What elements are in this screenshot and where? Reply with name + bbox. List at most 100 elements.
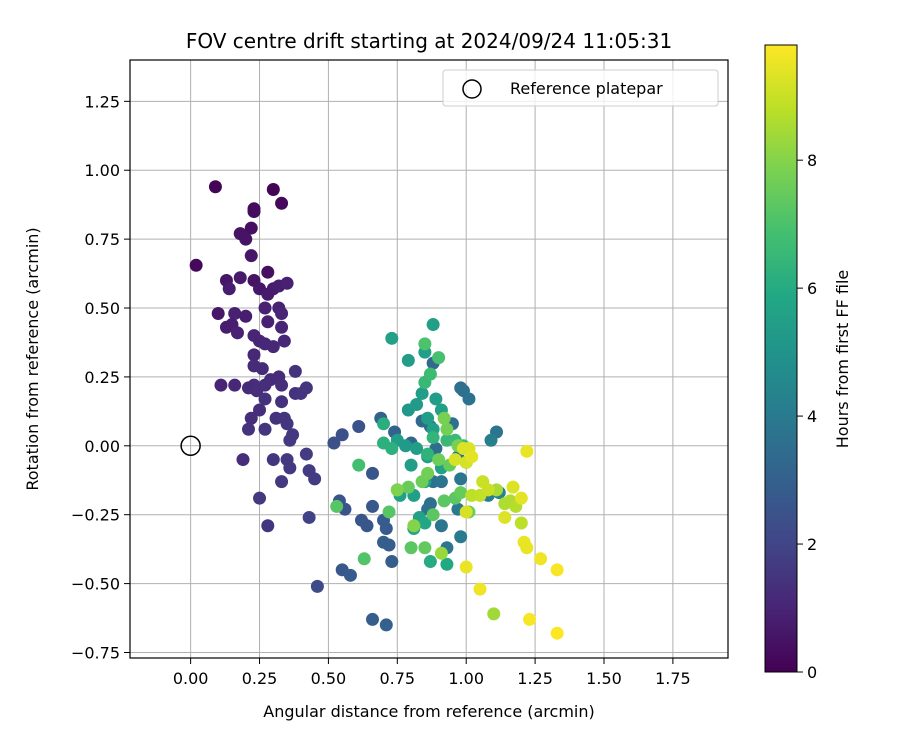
data-point: [275, 395, 289, 409]
legend: Reference platepar: [442, 69, 719, 107]
x-axis-ticks: 0.00 0.25 0.50 0.75 1.00 1.25 1.50 1.75: [173, 658, 691, 688]
data-point: [410, 442, 424, 456]
data-point: [280, 417, 294, 431]
data-point: [404, 541, 418, 555]
data-point: [520, 444, 534, 458]
data-point: [360, 519, 374, 533]
data-point: [437, 494, 451, 508]
data-point: [484, 433, 498, 447]
data-point: [385, 555, 399, 569]
data-point: [275, 320, 289, 334]
data-point: [473, 582, 487, 596]
data-point: [275, 196, 289, 210]
data-point: [404, 458, 418, 472]
data-point: [421, 447, 435, 461]
data-point: [399, 439, 413, 453]
data-point: [377, 417, 391, 431]
data-point: [222, 282, 236, 296]
x-tick-label: 1.25: [517, 669, 553, 688]
data-point: [275, 475, 289, 489]
data-point: [385, 442, 399, 456]
x-axis-label: Angular distance from reference (arcmin): [263, 702, 594, 721]
data-point: [266, 340, 280, 354]
data-point: [283, 461, 297, 475]
data-point: [280, 276, 294, 290]
data-point: [302, 510, 316, 524]
data-point: [459, 505, 473, 519]
data-point: [426, 318, 440, 332]
colorbar-tick-label: 2: [807, 535, 817, 554]
data-point: [208, 180, 222, 194]
data-point: [437, 411, 451, 425]
data-point: [514, 491, 528, 505]
data-point: [410, 397, 424, 411]
data-point: [385, 331, 399, 345]
data-point: [266, 183, 280, 197]
chart-title: FOV centre drift starting at 2024/09/24 …: [186, 29, 672, 53]
colorbar-tick-label: 6: [807, 279, 817, 298]
data-point: [258, 392, 272, 406]
y-tick-label: −0.75: [71, 643, 120, 662]
data-point: [189, 258, 203, 272]
data-point: [294, 386, 308, 400]
y-tick-label: 0.25: [84, 368, 120, 387]
data-point: [432, 351, 446, 365]
data-point: [335, 428, 349, 442]
colorbar: 0 2 4 6 8 Hours from first FF file: [764, 44, 852, 682]
data-point: [434, 475, 448, 489]
data-point: [448, 453, 462, 467]
data-point: [247, 348, 261, 362]
x-tick-label: 1.75: [655, 669, 691, 688]
data-point: [459, 560, 473, 574]
data-point: [299, 447, 313, 461]
data-point: [250, 384, 264, 398]
data-points: [180, 180, 564, 640]
data-point: [277, 334, 291, 348]
data-point: [426, 508, 440, 522]
colorbar-gradient: [764, 44, 798, 673]
data-point: [366, 499, 380, 513]
data-point: [239, 232, 253, 246]
y-tick-label: 0.00: [84, 437, 120, 456]
data-point: [401, 353, 415, 367]
data-point: [233, 271, 247, 285]
colorbar-tick-label: 0: [807, 663, 817, 682]
data-point: [440, 422, 454, 436]
data-point: [426, 431, 440, 445]
data-point: [415, 386, 429, 400]
data-point: [520, 541, 534, 555]
data-point: [379, 521, 393, 535]
data-point: [352, 458, 366, 472]
x-tick-label: 1.00: [448, 669, 484, 688]
data-point: [261, 315, 275, 329]
data-point: [241, 422, 255, 436]
data-point: [440, 557, 454, 571]
data-point: [465, 450, 479, 464]
data-point: [236, 453, 250, 467]
data-point: [418, 337, 432, 351]
data-point: [418, 516, 432, 530]
data-point: [454, 472, 468, 486]
data-point: [255, 362, 269, 376]
colorbar-label: Hours from first FF file: [833, 270, 852, 449]
legend-marker: [462, 79, 482, 99]
data-point: [244, 221, 258, 235]
data-point: [330, 499, 344, 513]
plot-frame: [129, 59, 729, 659]
colorbar-ticks: 0 2 4 6 8: [797, 151, 817, 682]
y-tick-label: 0.75: [84, 230, 120, 249]
data-point: [434, 546, 448, 560]
data-point: [454, 486, 468, 500]
data-point: [261, 265, 275, 279]
x-tick-label: 1.50: [586, 669, 622, 688]
data-point: [390, 483, 404, 497]
data-point: [421, 411, 435, 425]
data-point: [366, 612, 380, 626]
data-point: [230, 326, 244, 340]
data-point: [258, 301, 272, 315]
y-tick-label: 1.25: [84, 92, 120, 111]
data-point: [550, 563, 564, 577]
data-point: [275, 307, 289, 321]
legend-box: [442, 69, 719, 107]
